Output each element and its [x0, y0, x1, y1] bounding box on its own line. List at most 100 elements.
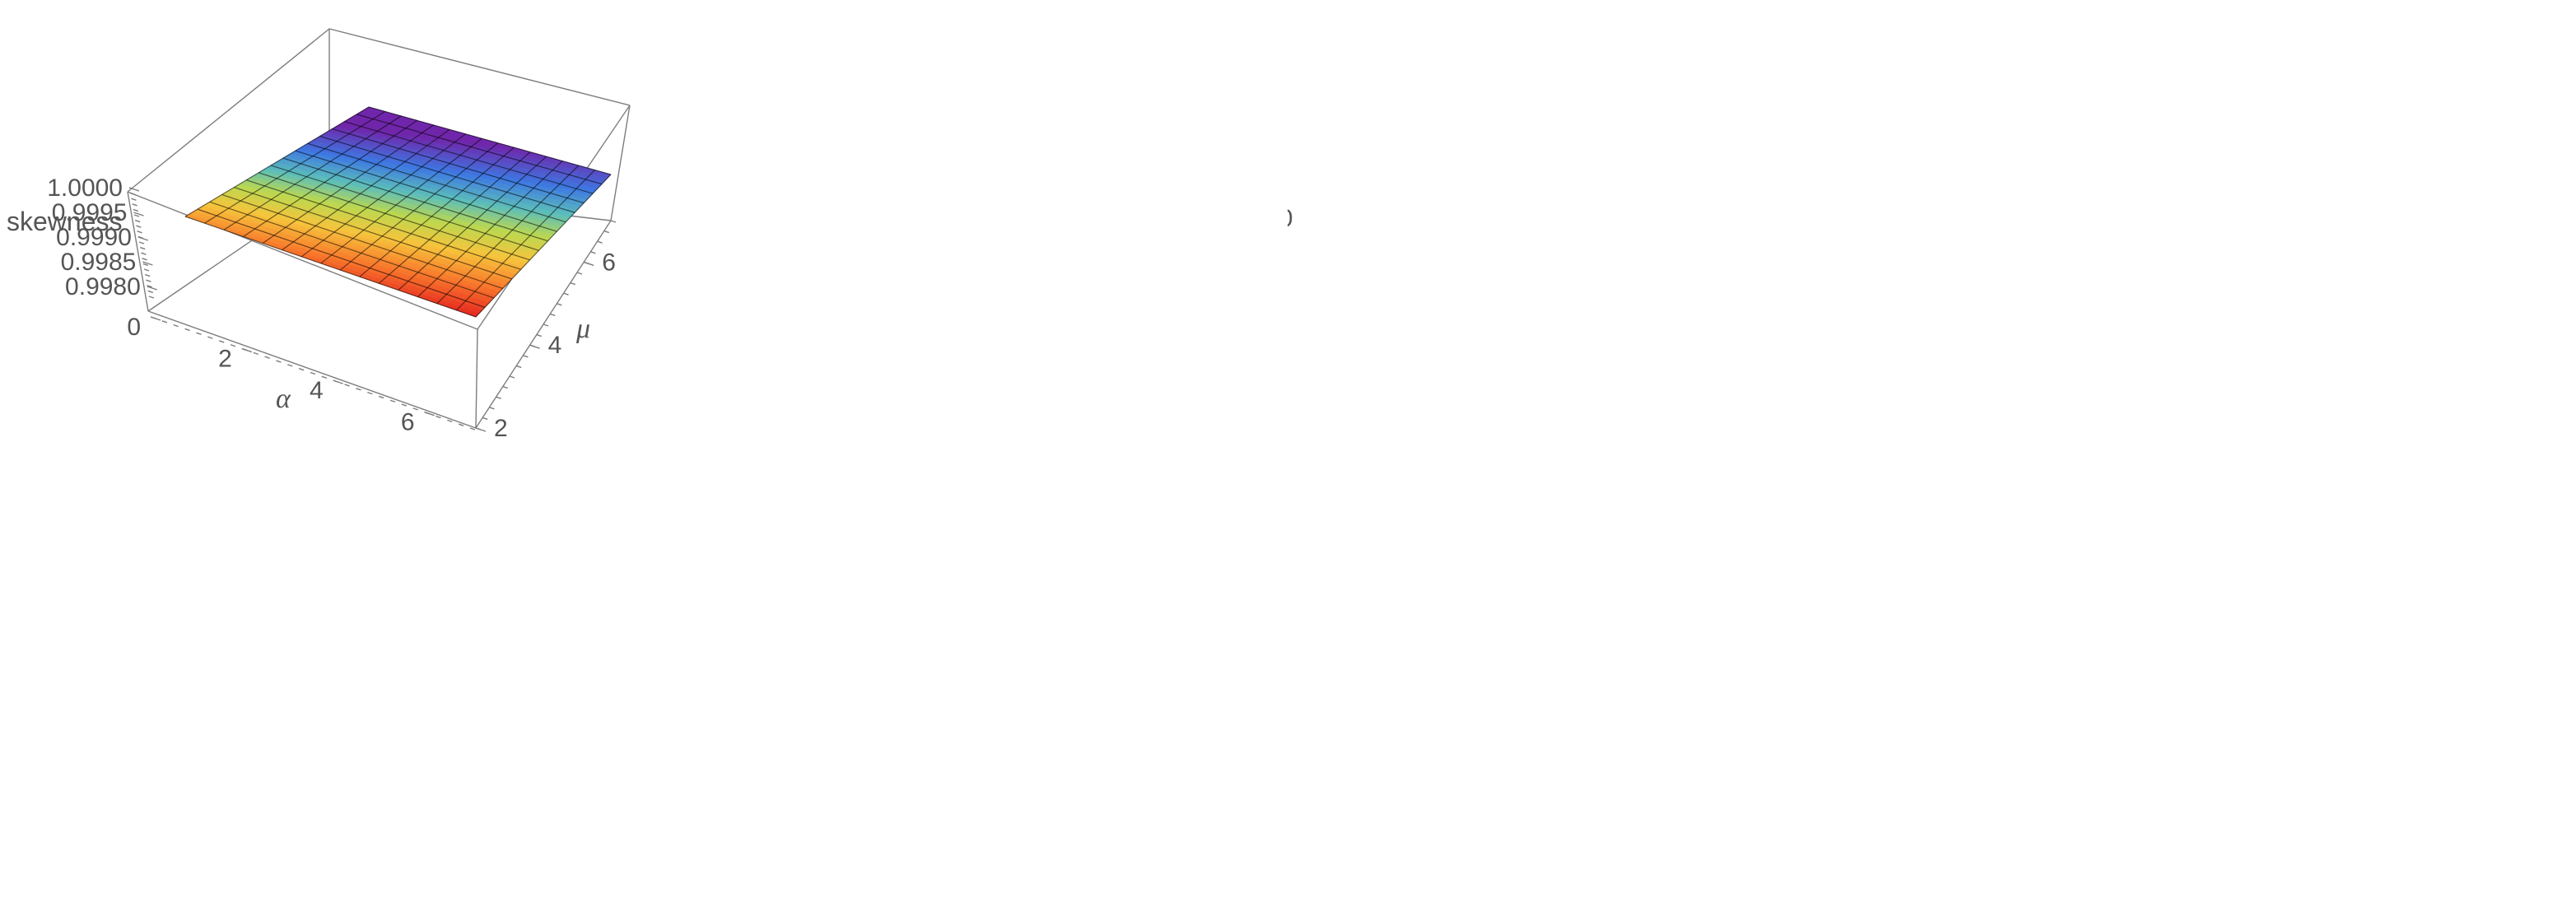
mesh-line-mu — [295, 150, 557, 232]
mesh-line-alpha — [456, 170, 595, 311]
box-vertical-edge — [610, 105, 631, 221]
y-axis-minor-tick — [610, 220, 617, 223]
x-axis-minor-tick — [253, 351, 259, 356]
x-axis-minor-tick — [173, 323, 179, 328]
x-axis-minor-tick — [447, 419, 453, 423]
y-axis-minor-tick — [509, 375, 515, 379]
x-axis-minor-tick — [218, 340, 225, 343]
y-axis-tick-label: 6 — [602, 249, 616, 276]
plot-group: 02461.01.52.02.53.02030405060αμkurtosis — [1288, 205, 1293, 232]
x-axis-minor-tick — [321, 375, 328, 379]
x-axis-minor-tick — [184, 328, 190, 332]
x-axis-minor-tick — [367, 391, 373, 395]
x-axis-major-tick — [424, 412, 435, 417]
box-top-front-edge — [127, 191, 478, 330]
y-axis-title: μ — [575, 314, 590, 344]
x-axis-minor-tick — [264, 356, 270, 359]
z-axis-tick-label: 1.0000 — [47, 175, 123, 202]
y-axis-minor-tick — [597, 240, 603, 244]
z-axis-minor-tick — [136, 225, 142, 228]
z-axis-minor-tick — [143, 268, 150, 272]
mesh-line-mu — [209, 201, 495, 299]
mesh-line-alpha — [378, 151, 531, 284]
z-axis-minor-tick — [144, 273, 151, 277]
x-axis-minor-tick — [412, 407, 418, 411]
mesh-line-alpha — [339, 142, 499, 271]
y-axis-minor-tick — [570, 282, 576, 286]
x-axis-minor-tick — [207, 336, 213, 339]
z-axis-tick-label: 0.9995 — [52, 199, 128, 226]
z-axis-minor-tick — [133, 208, 139, 212]
y-axis-minor-tick — [502, 385, 509, 389]
mesh-line-mu — [319, 135, 575, 213]
x-axis-minor-tick — [344, 384, 350, 387]
surface-patches — [184, 106, 612, 318]
y-axis-minor-tick — [603, 230, 610, 234]
mesh-line-mu — [356, 114, 603, 185]
z-axis-major-tick — [128, 187, 140, 192]
y-axis-tick-label: 4 — [548, 332, 562, 359]
z-axis-minor-tick — [137, 230, 142, 234]
x-axis-major-tick — [241, 347, 253, 353]
x-axis-major-tick — [333, 379, 343, 384]
mesh-line-alpha — [436, 165, 580, 305]
x-axis-major-tick — [150, 316, 161, 321]
skewness-surface-plot: 0 2 4 6 2 4 6 0.9980 0.9985 0.9990 0.9995 1.0000 α μ s… — [7, 28, 631, 442]
mesh-line-alpha — [243, 119, 418, 237]
box-bottom-front-edge — [147, 310, 477, 429]
z-axis-minor-tick — [147, 290, 154, 294]
mesh-line-mu — [234, 186, 512, 280]
y-axis-minor-tick — [496, 396, 501, 399]
z-axis-minor-tick — [141, 252, 147, 255]
mesh-line-mu — [368, 106, 612, 175]
y-axis-major-tick — [529, 344, 540, 349]
z-axis-tick-label: 0.9990 — [56, 224, 132, 251]
x-axis-minor-tick — [310, 371, 316, 375]
x-axis-tick-label: 0 — [127, 314, 141, 341]
z-axis-tick-label: 0.9980 — [65, 273, 141, 300]
mesh-line-mu — [259, 172, 530, 261]
z-axis-minor-tick — [133, 214, 140, 217]
mesh-line-mu — [332, 128, 585, 204]
x-axis-minor-tick — [298, 368, 305, 371]
mesh-line-mu — [197, 208, 486, 309]
x-axis-minor-tick — [276, 360, 282, 363]
mesh-line-mu — [282, 157, 548, 242]
z-axis-minor-tick — [146, 279, 151, 282]
mesh-line-mu — [246, 179, 521, 270]
z-axis-tick-label: 0.9985 — [61, 249, 137, 276]
mesh-line-alpha — [204, 110, 385, 224]
x-axis-minor-tick — [378, 395, 384, 399]
y-axis-minor-tick — [549, 313, 556, 317]
y-axis-minor-tick — [563, 292, 569, 296]
y-axis-major-tick — [583, 261, 594, 267]
y-axis-minor-tick — [576, 272, 583, 275]
z-axis-title: skewness — [7, 207, 123, 236]
x-axis-minor-tick — [436, 415, 441, 419]
x-axis-tick-label: 6 — [401, 409, 415, 436]
x-axis-title: α — [276, 384, 291, 414]
z-axis-major-tick — [133, 212, 144, 216]
z-axis-minor-tick — [131, 198, 137, 201]
z-axis-major-tick — [142, 261, 153, 266]
z-axis-minor-tick — [129, 192, 136, 196]
mesh-line-mu — [344, 121, 594, 194]
y-axis-minor-tick — [523, 355, 529, 358]
mesh-line-mu — [307, 142, 566, 223]
x-axis-minor-tick — [287, 364, 293, 367]
y-axis-minor-tick — [543, 323, 549, 327]
x-axis-tick-label: 4 — [310, 377, 324, 404]
z-axis-minor-tick — [138, 241, 145, 244]
mesh-line-alpha — [475, 174, 612, 318]
y-axis-tick-label: 2 — [494, 415, 508, 442]
x-axis-minor-tick — [161, 320, 168, 323]
mesh-line-alpha — [184, 106, 370, 217]
z-axis-minor-tick — [147, 285, 152, 288]
y-axis-minor-tick — [590, 251, 596, 254]
z-axis-minor-tick — [134, 219, 141, 223]
kurtosis-surface-svg: 02461.01.52.02.53.02030405060αμkurtosis — [1288, 205, 1293, 232]
mesh-line-alpha — [300, 133, 466, 258]
x-axis-minor-tick — [196, 332, 202, 335]
